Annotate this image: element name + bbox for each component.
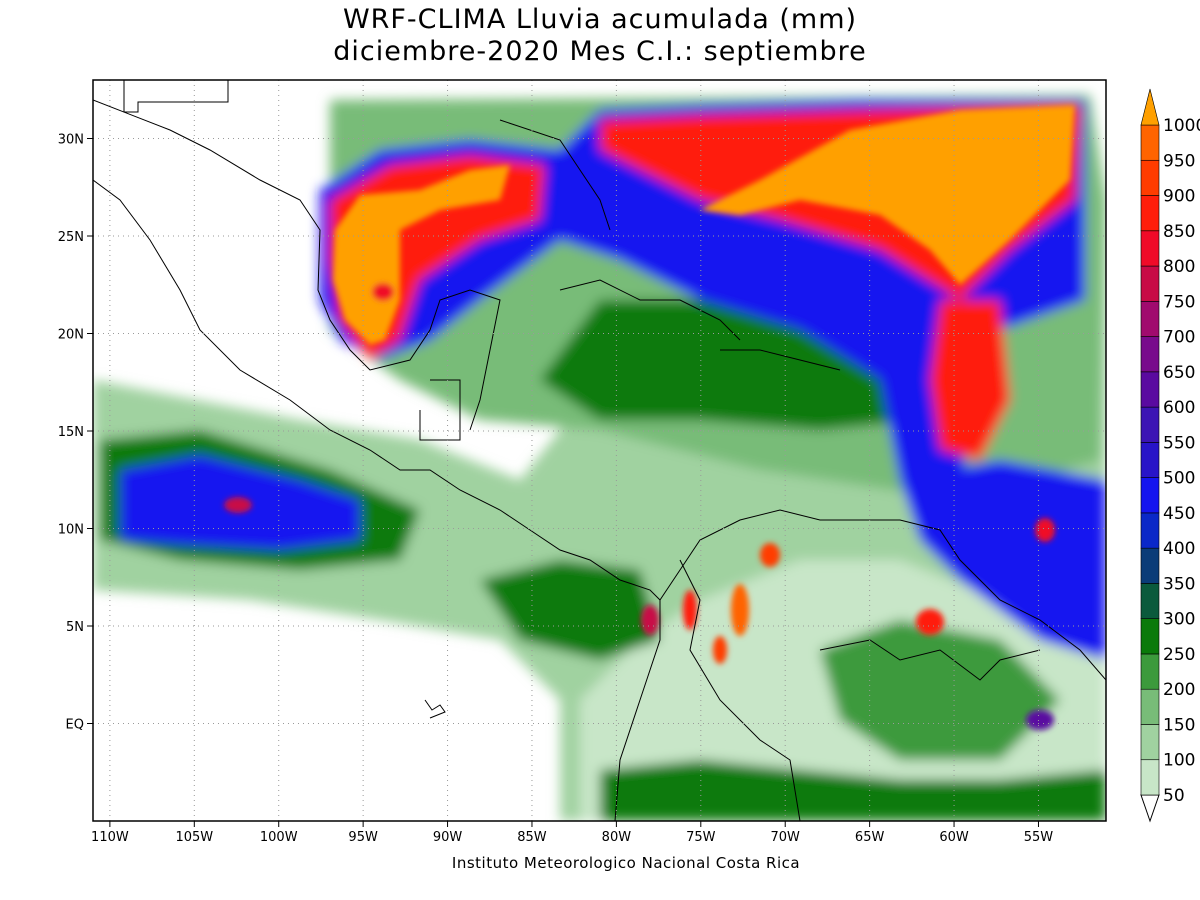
colorbar-label: 150: [1163, 715, 1195, 735]
colorbar: 50 100 150 200 250 300 350 400 450 500 550 600 650 70…: [1140, 88, 1200, 823]
colorbar-label: 1000: [1163, 116, 1200, 136]
colorbar-swatch: [1140, 336, 1160, 373]
colorbar-swatch: [1140, 759, 1160, 796]
colorbar-over-triangle: [1140, 88, 1160, 126]
colorbar-label: 800: [1163, 257, 1195, 277]
colorbar-swatch: [1140, 688, 1160, 725]
colorbar-label: 100: [1163, 751, 1195, 771]
colorbar-swatch: [1140, 265, 1160, 302]
colorbar-swatch: [1140, 230, 1160, 267]
lon-tick-label: 85W: [517, 830, 547, 845]
colorbar-label: 850: [1163, 222, 1195, 242]
colorbar-label: 500: [1163, 469, 1195, 489]
colorbar-label: 900: [1163, 187, 1195, 207]
graticule: [93, 80, 1106, 821]
coastlines: [93, 80, 1106, 821]
colorbar-swatch: [1140, 442, 1160, 478]
rainfall-field: [93, 80, 1106, 821]
lon-tick-label: 95W: [348, 830, 378, 845]
colorbar-label: 750: [1163, 292, 1195, 312]
latitude-axis: 30N 25N 20N 15N 10N 5N EQ: [58, 133, 93, 733]
lat-tick-label: 15N: [58, 425, 84, 440]
lon-tick-label: 105W: [175, 830, 213, 845]
colorbar-label: 300: [1163, 610, 1195, 630]
colorbar-swatch: [1140, 724, 1160, 761]
colorbar-label: 600: [1163, 398, 1195, 418]
lat-tick-label: 25N: [58, 230, 84, 245]
lon-tick-label: 75W: [686, 830, 716, 845]
colorbar-swatch: [1140, 301, 1160, 337]
colorbar-under-triangle: [1140, 794, 1160, 823]
colorbar-swatch: [1140, 124, 1160, 161]
colorbar-swatch: [1140, 159, 1160, 196]
colorbar-swatch: [1140, 583, 1160, 619]
colorbar-label: 250: [1163, 645, 1195, 665]
lat-tick-label: EQ: [66, 718, 84, 733]
colorbar-swatch: [1140, 547, 1160, 584]
lat-tick-label: 20N: [58, 328, 84, 343]
colorbar-label: 350: [1163, 574, 1195, 594]
colorbar-label: 550: [1163, 433, 1195, 453]
colorbar-label: 650: [1163, 363, 1195, 383]
colorbar-swatch: [1140, 512, 1160, 549]
colorbar-label: 700: [1163, 328, 1195, 348]
colorbar-label: 200: [1163, 680, 1195, 700]
lon-tick-label: 55W: [1024, 830, 1054, 845]
lon-tick-label: 90W: [433, 830, 463, 845]
colorbar-label: 50: [1163, 786, 1185, 806]
lat-tick-label: 10N: [58, 523, 84, 538]
colorbar-swatch: [1140, 371, 1160, 408]
colorbar-label: 400: [1163, 539, 1195, 559]
colorbar-swatch: [1140, 195, 1160, 232]
colorbar-label: 450: [1163, 504, 1195, 524]
lat-tick-label: 5N: [66, 620, 84, 635]
lon-tick-label: 110W: [91, 830, 129, 845]
colorbar-swatch: [1140, 618, 1160, 655]
lon-tick-label: 65W: [855, 830, 885, 845]
lat-tick-label: 30N: [58, 133, 84, 148]
map-title-line2: diciembre-2020 Mes C.I.: septiembre: [333, 36, 867, 67]
colorbar-swatch: [1140, 653, 1160, 690]
longitude-axis: 110W 105W 100W 95W 90W 85W 80W 75W 70W 65W 60W 55W: [91, 821, 1053, 845]
lon-tick-label: 60W: [939, 830, 969, 845]
map-title-line1: WRF-CLIMA Lluvia acumulada (mm): [342, 4, 858, 35]
lon-tick-label: 80W: [602, 830, 632, 845]
lon-tick-label: 100W: [260, 830, 298, 845]
credit-text: Instituto Meteorologico Nacional Costa R…: [452, 854, 800, 872]
map-frame: [92, 79, 1107, 822]
lon-tick-label: 70W: [771, 830, 801, 845]
colorbar-swatch: [1140, 406, 1160, 443]
colorbar-label: 950: [1163, 151, 1195, 171]
colorbar-swatch: [1140, 477, 1160, 514]
